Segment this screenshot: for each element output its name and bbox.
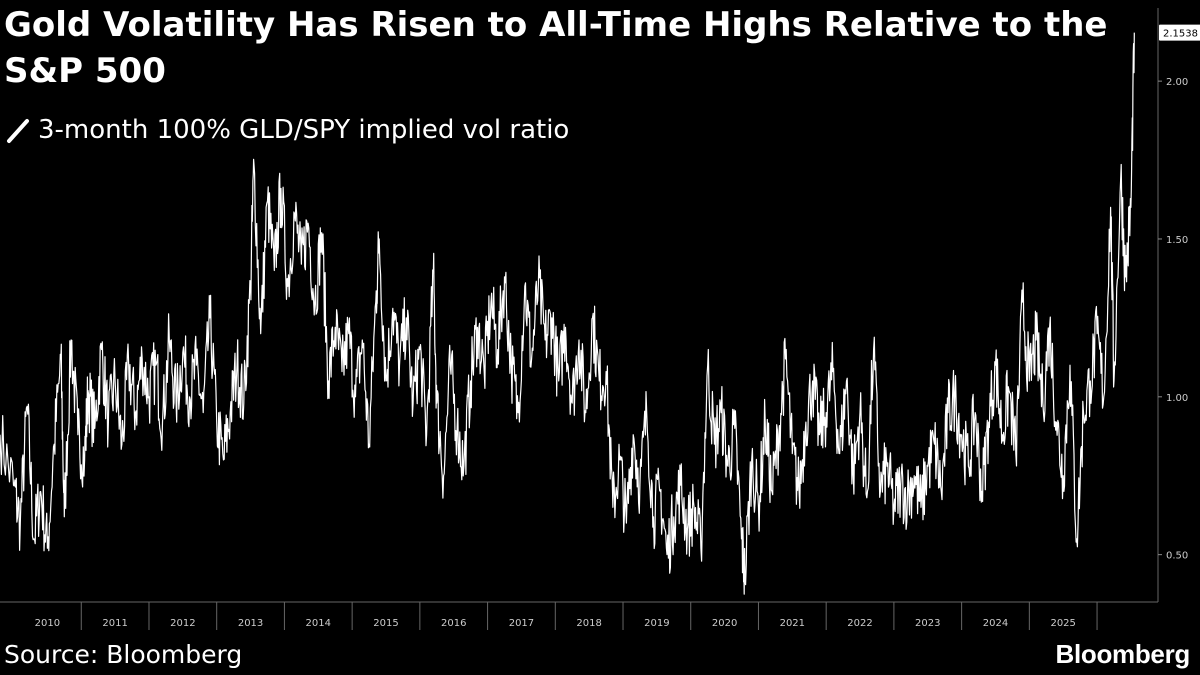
x-tick-label: 2011 <box>102 618 127 629</box>
legend-label: 3-month 100% GLD/SPY implied vol ratio <box>38 115 570 145</box>
x-tick-label: 2025 <box>1050 618 1075 629</box>
x-tick-label: 2018 <box>576 618 601 629</box>
source-note: Source: Bloomberg <box>4 640 243 669</box>
x-tick-label: 2013 <box>238 618 263 629</box>
legend-line-icon <box>7 119 29 143</box>
x-tick-label: 2012 <box>170 618 195 629</box>
x-tick-label: 2023 <box>915 618 940 629</box>
x-tick-label: 2015 <box>373 618 398 629</box>
x-tick-label: 2024 <box>983 618 1008 629</box>
y-tick-label: 1.50 <box>1166 235 1188 246</box>
brand-logo: Bloomberg <box>1055 639 1190 669</box>
x-tick-label: 2014 <box>306 618 331 629</box>
x-tick-label: 2021 <box>780 618 805 629</box>
chart-title: Gold Volatility Has Risen to All-Time Hi… <box>4 5 1108 91</box>
x-tick-label: 2016 <box>441 618 466 629</box>
series-line <box>0 32 1135 595</box>
x-tick-label: 2022 <box>847 618 872 629</box>
y-tick-label: 2.00 <box>1166 77 1188 88</box>
x-tick-label: 2020 <box>712 618 737 629</box>
x-tick-label: 2010 <box>35 618 60 629</box>
y-tick-label: 0.50 <box>1166 551 1188 562</box>
x-tick-label: 2019 <box>644 618 669 629</box>
legend: 3-month 100% GLD/SPY implied vol ratio <box>6 112 569 148</box>
last-value-badge <box>1159 24 1200 41</box>
y-tick-label: 1.00 <box>1166 393 1188 404</box>
last-value-label: 2.1538 <box>1163 29 1198 40</box>
x-tick-label: 2017 <box>509 618 534 629</box>
